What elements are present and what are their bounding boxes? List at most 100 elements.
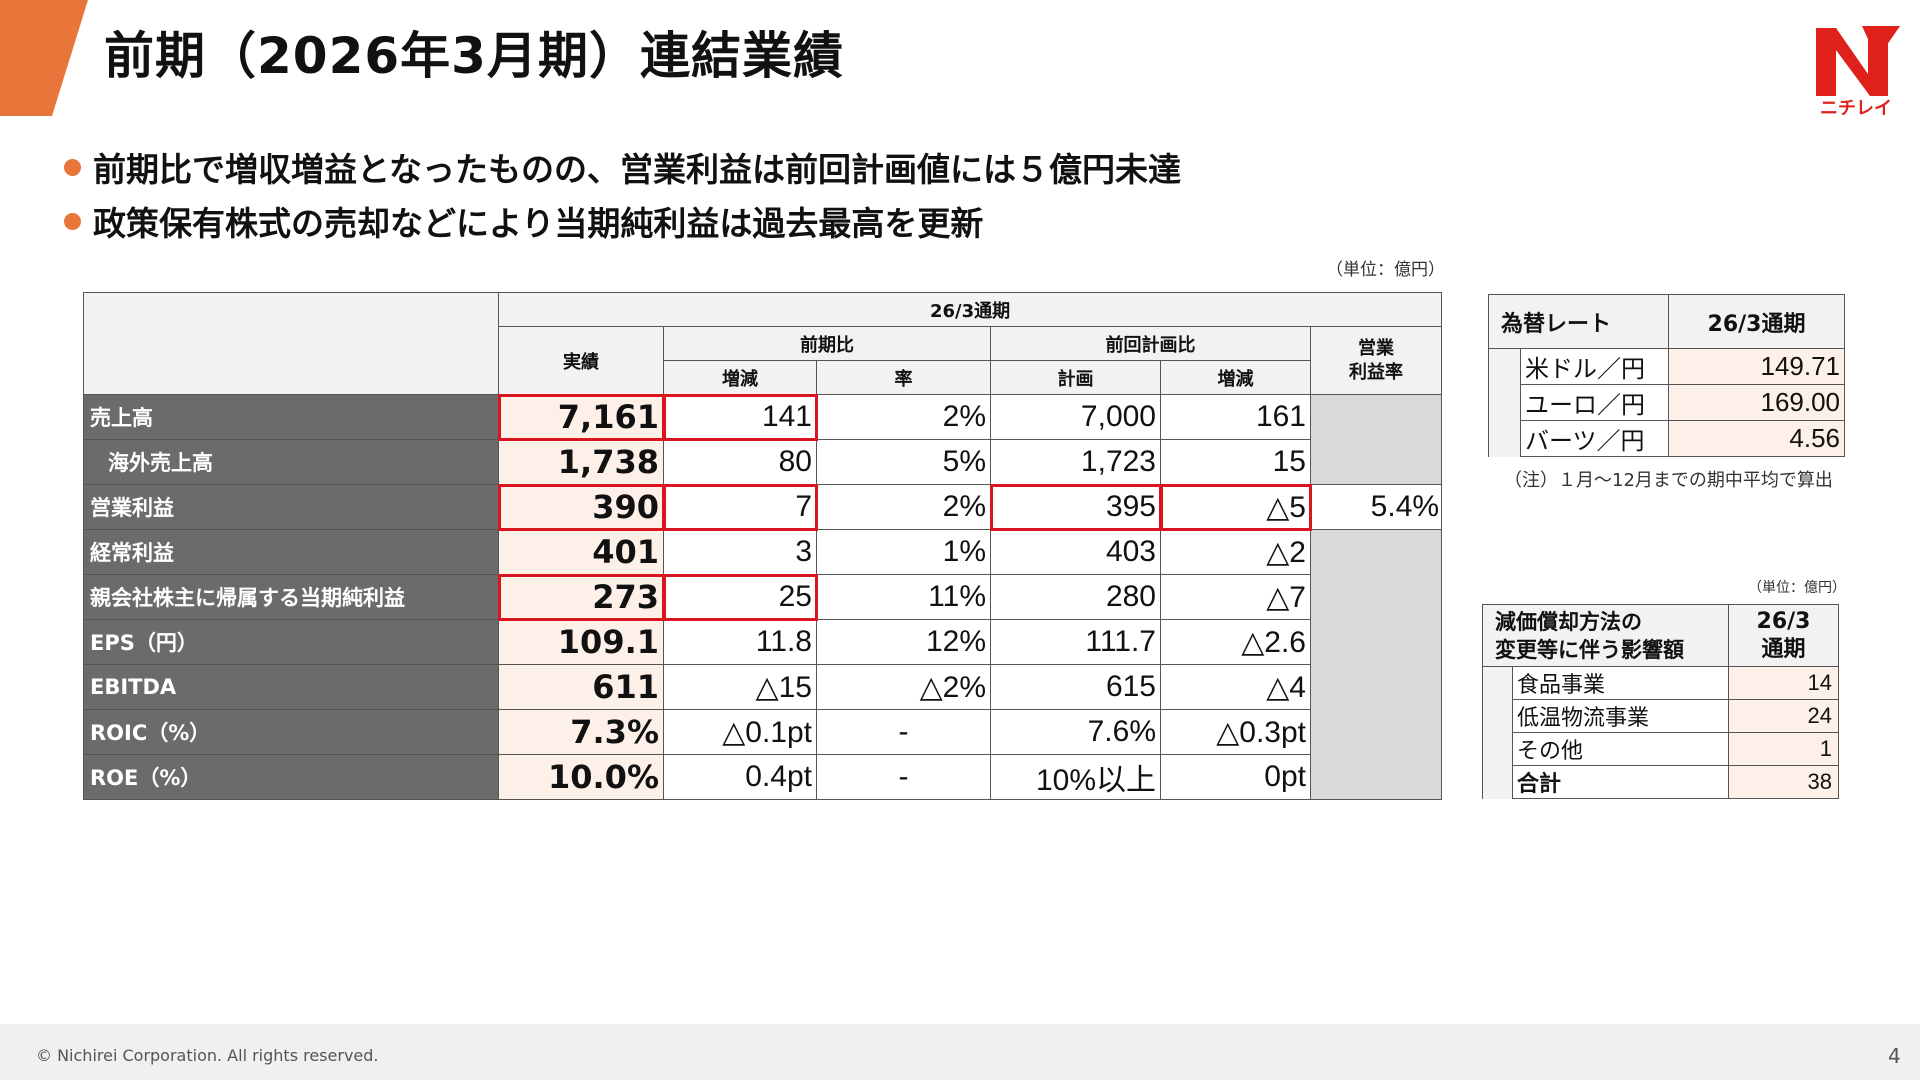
fx-rate-value: 4.56 (1668, 420, 1846, 457)
depreciation-impact-table: 減価償却方法の 変更等に伴う影響額 26/3 通期 食品事業 14 低温物流事業… (1482, 604, 1839, 799)
period-header: 26/3通期 (497, 292, 1443, 327)
row-label: 経常利益 (83, 529, 499, 575)
table-row: その他 1 (1483, 732, 1839, 766)
bullet-dot-icon (64, 158, 81, 176)
summary-bullet: 政策保有株式の売却などにより当期純利益は過去最高を更新 (64, 194, 1181, 248)
yoy-rate-value: 2% (816, 484, 991, 530)
table-row: 経常利益 401 3 1% 403 △2 (83, 529, 1443, 800)
plan-change-value: 0pt (1160, 754, 1311, 800)
table-row: 合計 38 (1483, 765, 1839, 799)
table-row: 親会社株主に帰属する当期純利益 273 25 11% 280 △7 (83, 573, 1442, 621)
table-row: 海外売上高 1,738 80 5% 1,723 15 (83, 439, 1442, 485)
yoy-change-value: 3 (663, 529, 817, 575)
dep-header-line: 変更等に伴う影響額 (1495, 637, 1684, 662)
table-row: 営業利益 390 7 2% 395 △5 5.4% (83, 483, 1443, 531)
yoy-rate-value: - (816, 754, 991, 800)
fx-footnote: （注）１月〜12月までの期中平均で算出 (1504, 470, 1833, 491)
summary-bullet: 前期比で増収増益となったものの、営業利益は前回計画値には５億円未達 (64, 140, 1181, 194)
dep-segment-label: その他 (1512, 732, 1729, 766)
col-header-yoy-rate: 率 (816, 360, 991, 395)
plan-value: 10%以上 (990, 754, 1161, 800)
yoy-change-value: 11.8 (663, 619, 817, 665)
yoy-change-value: △0.1pt (663, 709, 817, 755)
col-header-plan: 計画 (990, 360, 1161, 395)
row-label: 海外売上高 (83, 439, 499, 485)
yoy-rate-value: △2% (816, 664, 991, 710)
dep-table-unit: （単位：億円） (1748, 580, 1846, 596)
col-header-actual: 実績 (498, 326, 664, 395)
plan-change-value: 15 (1160, 439, 1311, 485)
page-number: 4 (1888, 1044, 1901, 1068)
yoy-rate-value: 2% (816, 394, 991, 440)
margin-empty-cell (1309, 529, 1443, 800)
logo-wordmark: ニチレイ (1820, 98, 1892, 118)
yoy-change-value: △15 (663, 664, 817, 710)
summary-bullets: 前期比で増収増益となったものの、営業利益は前回計画値には５億円未達 政策保有株式… (64, 140, 1181, 248)
fx-header-period: 26/3通期 (1668, 294, 1846, 349)
plan-value: 7.6% (990, 709, 1161, 755)
bullet-dot-icon (64, 212, 81, 230)
row-label: EBITDA (83, 664, 499, 710)
plan-value: 280 (990, 574, 1161, 620)
dep-total-label: 合計 (1512, 765, 1729, 799)
actual-value: 7.3% (498, 709, 664, 755)
col-header-margin: 営業 利益率 (1309, 326, 1443, 395)
dep-indent-cell (1482, 666, 1513, 799)
plan-change-value: △2 (1160, 529, 1311, 575)
nichirei-logo: ニチレイ (1816, 26, 1900, 118)
col-header-yoy-change: 増減 (663, 360, 817, 395)
table-row: 低温物流事業 24 (1483, 699, 1839, 733)
main-table-unit: （単位：億円） (1326, 260, 1445, 280)
yoy-change-value: 7 (662, 483, 818, 531)
dep-header-label: 減価償却方法の 変更等に伴う影響額 (1482, 604, 1729, 667)
plan-change-value: △4 (1160, 664, 1311, 710)
col-header-plan-group: 前回計画比 (990, 326, 1311, 361)
fx-currency-label: バーツ／円 (1519, 420, 1670, 457)
fx-rate-value: 169.00 (1668, 384, 1846, 421)
yoy-change-value: 141 (662, 393, 818, 441)
dep-segment-value: 1 (1728, 732, 1839, 766)
table-row: 食品事業 14 (1482, 666, 1839, 799)
plan-value: 403 (990, 529, 1161, 575)
plan-change-value: △0.3pt (1160, 709, 1311, 755)
bullet-text: 前期比で増収増益となったものの、営業利益は前回計画値には５億円未達 (93, 150, 1182, 189)
table-row: ROIC（%） 7.3% △0.1pt - 7.6% △0.3pt (83, 709, 1442, 755)
row-label: 親会社株主に帰属する当期純利益 (83, 574, 499, 620)
dep-segment-label: 食品事業 (1512, 666, 1729, 700)
fx-header-label: 為替レート (1487, 294, 1670, 349)
actual-value: 7,161 (497, 393, 665, 441)
plan-value: 111.7 (990, 619, 1161, 665)
results-table: 26/3通期 実績 前期比 前回計画比 営業 利益率 増減 率 計画 増減 売上… (83, 292, 1443, 800)
plan-value: 1,723 (990, 439, 1161, 485)
fx-indent-cell (1488, 348, 1521, 457)
col-header-yoy: 前期比 (663, 326, 991, 361)
yoy-rate-value: 12% (816, 619, 991, 665)
table-row: 米ドル／円 149.71 (1488, 348, 1846, 457)
title-accent-shape (0, 0, 88, 116)
fx-currency-label: ユーロ／円 (1519, 384, 1670, 421)
table-row: 売上高 7,161 141 2% 7,000 161 (83, 393, 1443, 485)
bullet-text: 政策保有株式の売却などにより当期純利益は過去最高を更新 (93, 204, 984, 243)
plan-value: 615 (990, 664, 1161, 710)
table-row: EBITDA 611 △15 △2% 615 △4 (83, 664, 1442, 710)
table-row: バーツ／円 4.56 (1489, 420, 1846, 457)
copyright-text: © Nichirei Corporation. All rights reser… (36, 1046, 379, 1065)
dep-segment-value: 14 (1728, 666, 1839, 700)
plan-change-value: △2.6 (1160, 619, 1311, 665)
yoy-rate-value: - (816, 709, 991, 755)
fx-rate-table: 為替レート 26/3通期 米ドル／円 149.71 ユーロ／円 169.00 バ… (1487, 294, 1846, 457)
yoy-rate-value: 11% (816, 574, 991, 620)
margin-empty-cell (1309, 394, 1443, 485)
plan-value: 7,000 (990, 394, 1161, 440)
dep-header-period-line: 通期 (1761, 636, 1806, 662)
dep-header-line: 減価償却方法の (1495, 609, 1642, 634)
yoy-change-value: 0.4pt (663, 754, 817, 800)
yoy-rate-value: 5% (816, 439, 991, 485)
table-row: ユーロ／円 169.00 (1489, 384, 1846, 421)
fx-rate-value: 149.71 (1668, 348, 1846, 385)
dep-header-period-line: 26/3 (1756, 608, 1811, 634)
plan-value: 395 (989, 483, 1162, 531)
actual-value: 390 (497, 483, 665, 531)
plan-change-value: △7 (1160, 574, 1311, 620)
row-label: 売上高 (83, 394, 499, 440)
